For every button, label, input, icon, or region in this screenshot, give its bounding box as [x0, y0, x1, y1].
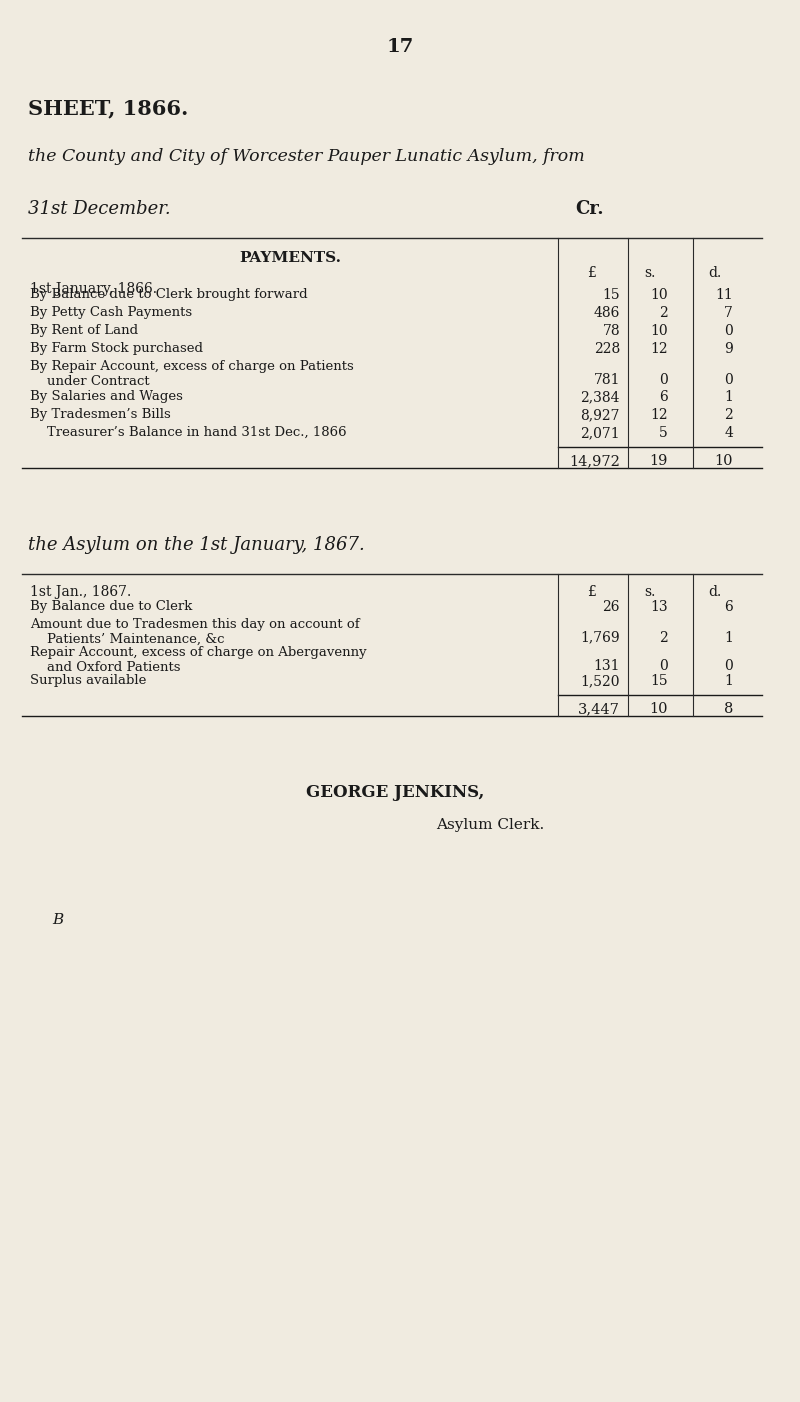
- Text: 3,447: 3,447: [578, 702, 620, 716]
- Text: 1: 1: [724, 674, 733, 688]
- Text: 8,927: 8,927: [581, 408, 620, 422]
- Text: 4: 4: [724, 426, 733, 440]
- Text: By Petty Cash Payments: By Petty Cash Payments: [30, 306, 311, 320]
- Text: 14,972: 14,972: [569, 454, 620, 468]
- Text: 31st December.: 31st December.: [28, 200, 170, 217]
- Text: 6: 6: [659, 390, 668, 404]
- Text: 9: 9: [724, 342, 733, 356]
- Text: 19: 19: [650, 454, 668, 468]
- Text: 78: 78: [602, 324, 620, 338]
- Text: 2,071: 2,071: [580, 426, 620, 440]
- Text: By Repair Account, excess of charge on Patients
    under Contract: By Repair Account, excess of charge on P…: [30, 360, 354, 388]
- Text: 781: 781: [594, 373, 620, 387]
- Text: the Asylum on the 1st January, 1867.: the Asylum on the 1st January, 1867.: [28, 536, 365, 554]
- Text: 2: 2: [724, 408, 733, 422]
- Text: 2,384: 2,384: [581, 390, 620, 404]
- Text: s.: s.: [644, 585, 656, 599]
- Text: 0: 0: [659, 659, 668, 673]
- Text: 1,520: 1,520: [581, 674, 620, 688]
- Text: 2: 2: [659, 306, 668, 320]
- Text: 6: 6: [724, 600, 733, 614]
- Text: 12: 12: [650, 342, 668, 356]
- Text: Asylum Clerk.: Asylum Clerk.: [436, 817, 544, 831]
- Text: By Farm Stock purchased: By Farm Stock purchased: [30, 342, 314, 355]
- Text: 26: 26: [602, 600, 620, 614]
- Text: £: £: [587, 266, 597, 280]
- Text: 15: 15: [650, 674, 668, 688]
- Text: 2: 2: [659, 631, 668, 645]
- Text: 1: 1: [724, 631, 733, 645]
- Text: 10: 10: [650, 324, 668, 338]
- Text: £: £: [587, 585, 597, 599]
- Text: By Balance due to Clerk brought forward: By Balance due to Clerk brought forward: [30, 287, 371, 301]
- Text: Repair Account, excess of charge on Abergavenny
    and Oxford Patients: Repair Account, excess of charge on Aber…: [30, 646, 366, 674]
- Text: 17: 17: [386, 38, 414, 56]
- Text: the County and City of Worcester Pauper Lunatic Asylum, from: the County and City of Worcester Pauper …: [28, 149, 585, 165]
- Text: 0: 0: [724, 659, 733, 673]
- Text: 11: 11: [715, 287, 733, 301]
- Text: B: B: [52, 913, 63, 927]
- Text: PAYMENTS.: PAYMENTS.: [239, 251, 341, 265]
- Text: 7: 7: [724, 306, 733, 320]
- Text: Surplus available: Surplus available: [30, 674, 321, 687]
- Text: 1st Jan., 1867.: 1st Jan., 1867.: [30, 585, 131, 599]
- Text: SHEET, 1866.: SHEET, 1866.: [28, 98, 188, 118]
- Text: 10: 10: [714, 454, 733, 468]
- Text: s.: s.: [644, 266, 656, 280]
- Text: By Rent of Land: By Rent of Land: [30, 324, 282, 336]
- Text: 131: 131: [594, 659, 620, 673]
- Text: d.: d.: [708, 266, 722, 280]
- Text: 0: 0: [724, 324, 733, 338]
- Text: 10: 10: [650, 702, 668, 716]
- Text: Cr.: Cr.: [575, 200, 604, 217]
- Text: Amount due to Tradesmen this day on account of
    Patients’ Maintenance, &c: Amount due to Tradesmen this day on acco…: [30, 618, 360, 646]
- Text: Treasurer’s Balance in hand 31st Dec., 1866: Treasurer’s Balance in hand 31st Dec., 1…: [30, 426, 364, 439]
- Text: By Salaries and Wages: By Salaries and Wages: [30, 390, 302, 402]
- Text: By Balance due to Clerk: By Balance due to Clerk: [30, 600, 337, 613]
- Text: 1,769: 1,769: [580, 631, 620, 645]
- Text: 12: 12: [650, 408, 668, 422]
- Text: 13: 13: [650, 600, 668, 614]
- Text: GEORGE JENKINS,: GEORGE JENKINS,: [306, 784, 484, 801]
- Text: d.: d.: [708, 585, 722, 599]
- Text: 1: 1: [724, 390, 733, 404]
- Text: 10: 10: [650, 287, 668, 301]
- Text: 228: 228: [594, 342, 620, 356]
- Text: 0: 0: [724, 373, 733, 387]
- Text: 8: 8: [724, 702, 733, 716]
- Text: 0: 0: [659, 373, 668, 387]
- Text: 486: 486: [594, 306, 620, 320]
- Text: By Tradesmen’s Bills: By Tradesmen’s Bills: [30, 408, 311, 421]
- Text: 5: 5: [659, 426, 668, 440]
- Text: 15: 15: [602, 287, 620, 301]
- Text: 1st January, 1866.: 1st January, 1866.: [30, 282, 157, 296]
